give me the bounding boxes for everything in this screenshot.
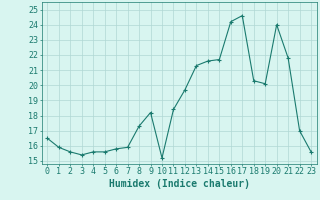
X-axis label: Humidex (Indice chaleur): Humidex (Indice chaleur) xyxy=(109,179,250,189)
